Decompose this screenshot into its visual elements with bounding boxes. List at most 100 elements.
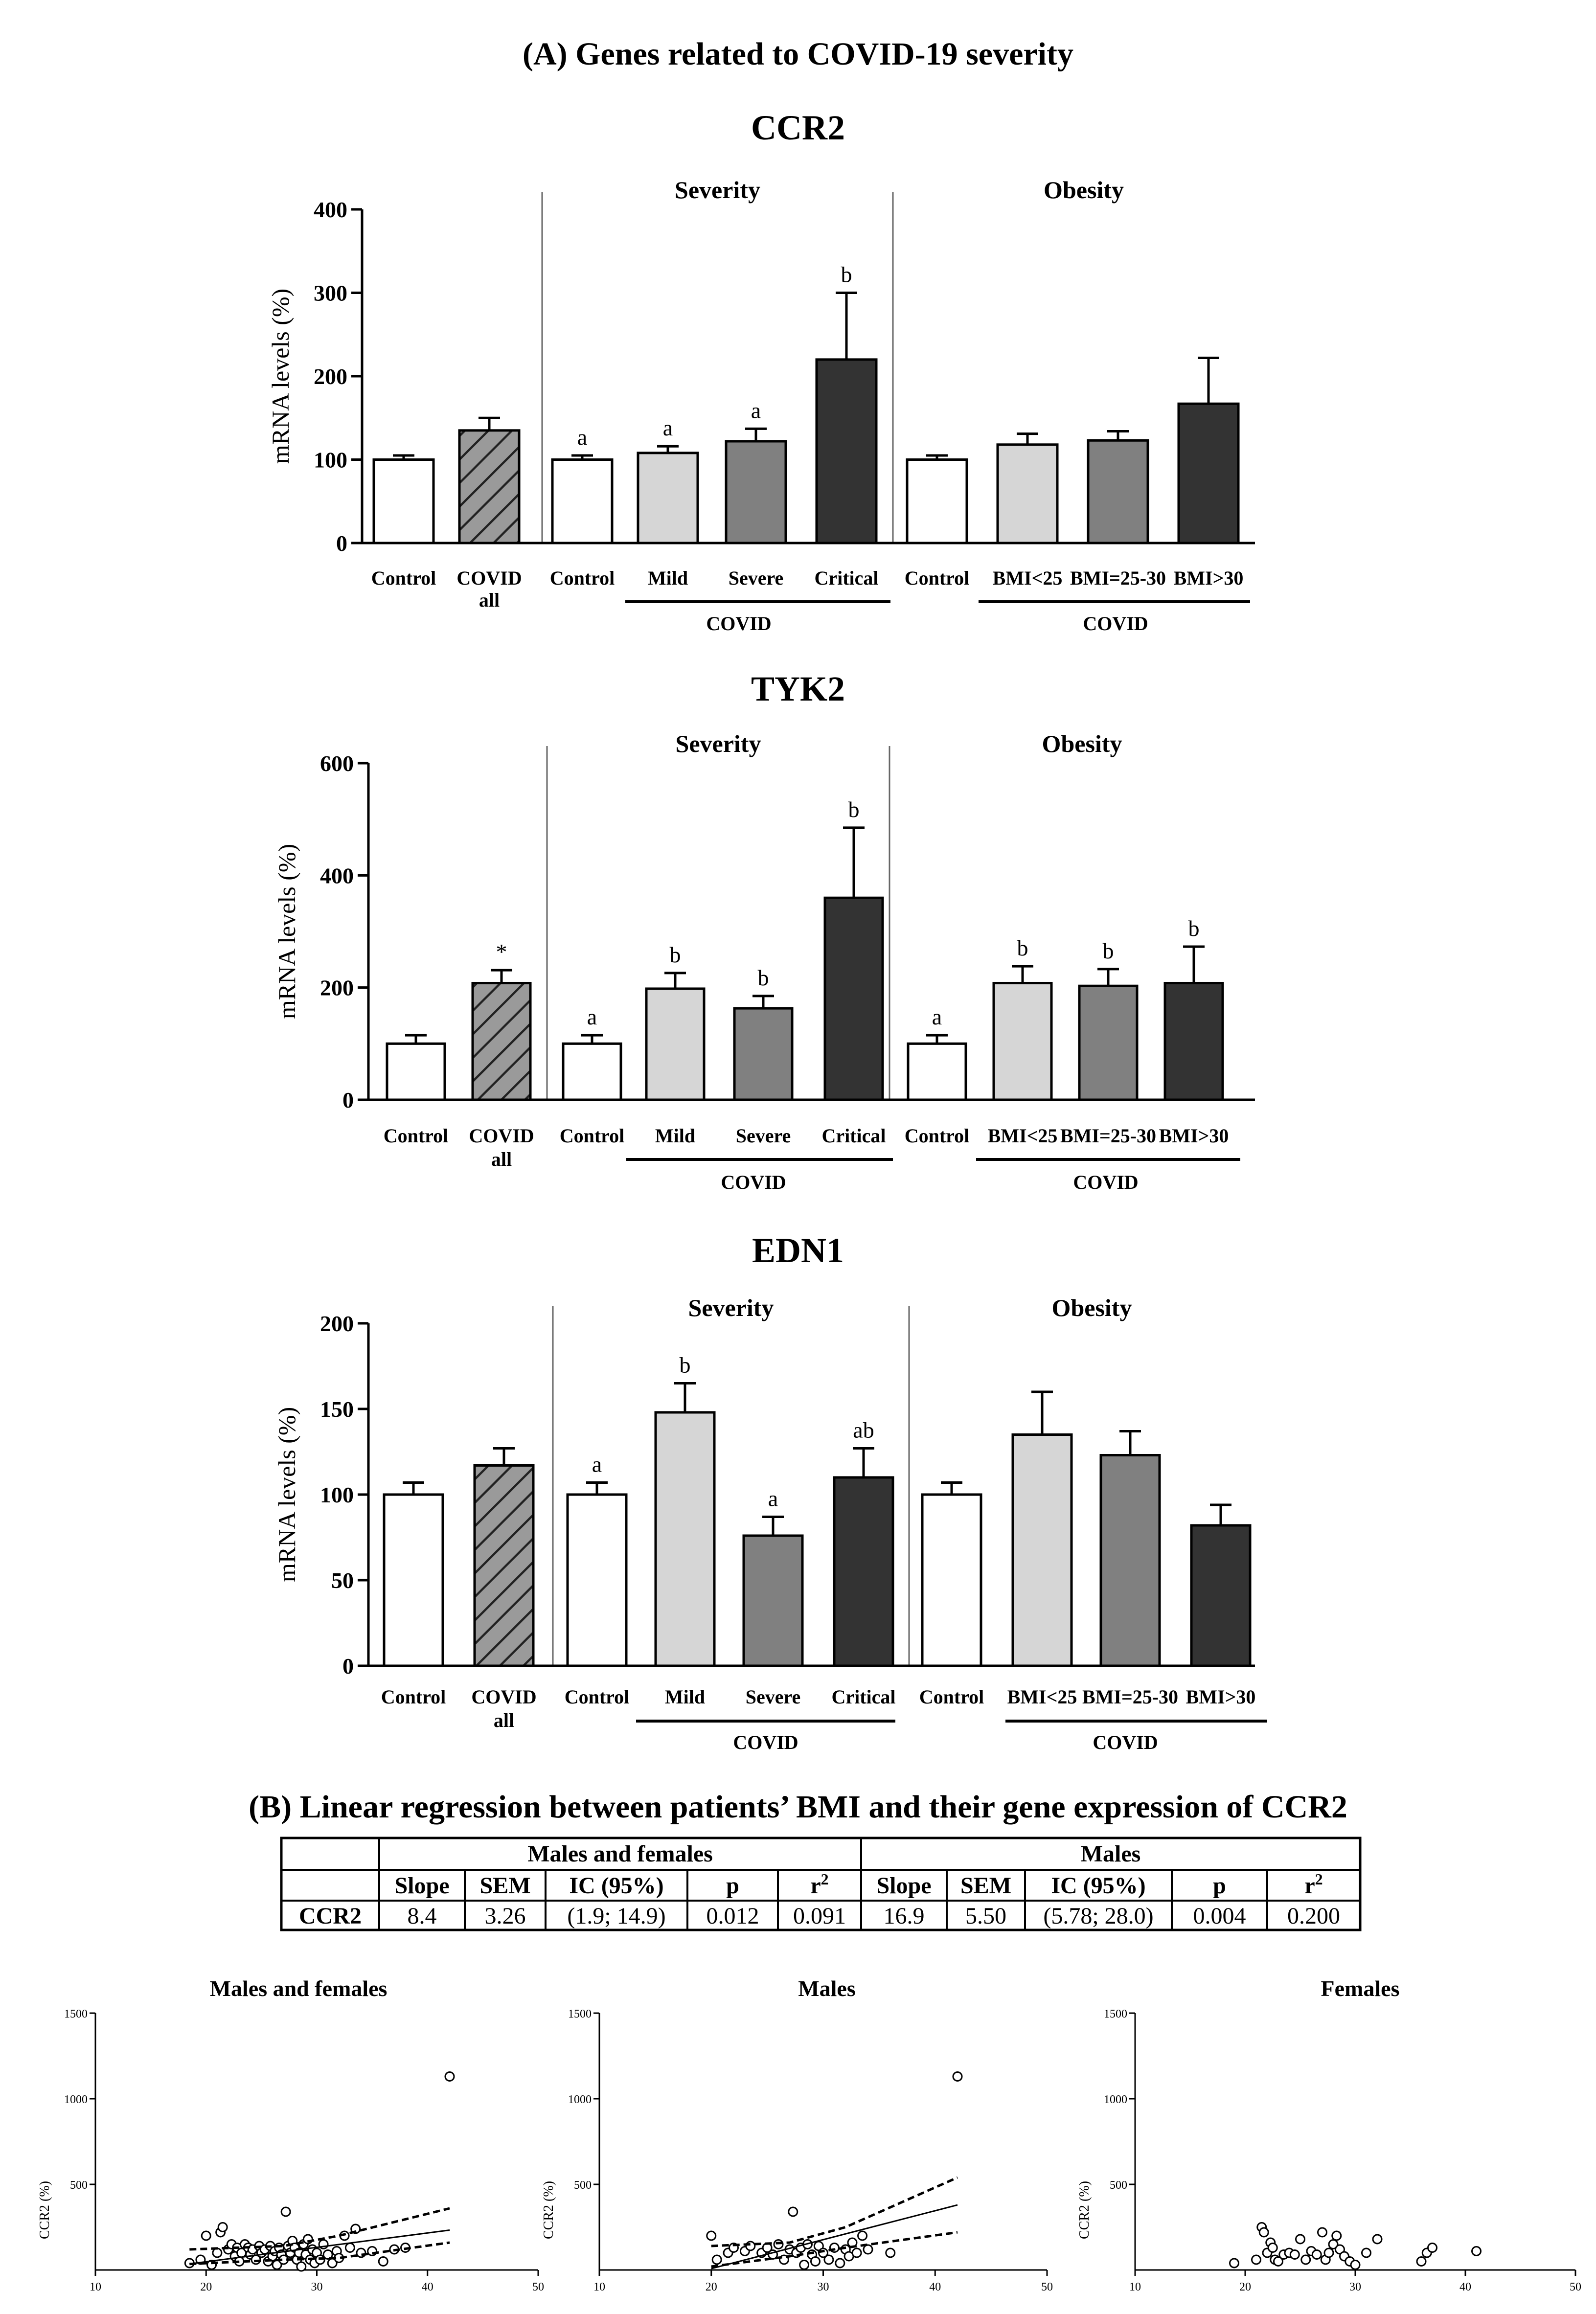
scatter-x-tick-label: 40 xyxy=(422,2281,433,2293)
data-point xyxy=(1328,2239,1339,2249)
category-label: Control xyxy=(905,1125,970,1147)
table-col-header-r: r xyxy=(810,1873,821,1899)
table-cell: 3.26 xyxy=(485,1903,526,1929)
table-cell: 0.012 xyxy=(707,1903,759,1929)
bar xyxy=(1163,981,1224,1101)
data-point xyxy=(1229,2258,1239,2269)
category-label: Severe xyxy=(736,1125,791,1147)
scatter-x-tick-label: 40 xyxy=(1459,2281,1471,2293)
category-label: BMI=25-30 xyxy=(1070,567,1166,589)
category-label: Control xyxy=(905,567,970,589)
category-label: Critical xyxy=(814,567,878,589)
category-label: BMI>30 xyxy=(1186,1686,1256,1708)
bar xyxy=(992,981,1053,1101)
scatter-y-tick-label: 1000 xyxy=(1104,2093,1127,2106)
category-label: Control xyxy=(565,1686,630,1708)
category-label: all xyxy=(494,1709,514,1731)
scatter-x-tick-label: 50 xyxy=(1570,2281,1581,2293)
data-point xyxy=(1350,2260,1361,2270)
category-label: COVID xyxy=(456,567,522,589)
bar xyxy=(1011,1433,1073,1667)
bar xyxy=(458,429,521,544)
category-label: Control xyxy=(560,1125,625,1147)
bar xyxy=(921,1493,982,1667)
scatter-males-and-females: Males and females 500 1000 1500 10 20 30 40 50 CC… xyxy=(37,1976,544,2293)
data-point xyxy=(706,2230,717,2241)
category-label: BMI=25-30 xyxy=(1060,1125,1156,1147)
y-axis-label: mRNA levels (%) xyxy=(273,1407,300,1582)
bar xyxy=(637,452,699,544)
bar xyxy=(551,458,614,544)
bar-chart-ccr2: CCR2 Severity Obesity 0 100 200 300 400 mRNA lev… xyxy=(267,108,1255,635)
bar-chart-tyk2: TYK2 Severity Obesity 0 200 400 600 mRNA levels… xyxy=(273,669,1255,1193)
data-point xyxy=(1295,2234,1305,2245)
y-axis-label: mRNA levels (%) xyxy=(267,289,294,464)
table-col-header-r: r xyxy=(1304,1873,1315,1899)
y-tick-label: 400 xyxy=(320,863,354,888)
table-group-header: Males xyxy=(1081,1841,1141,1867)
scatter-x-tick-label: 30 xyxy=(311,2281,323,2293)
section-label-severity: Severity xyxy=(676,730,761,757)
significance-letter: b xyxy=(1103,938,1114,963)
data-point xyxy=(344,2243,355,2253)
bar xyxy=(473,1464,535,1667)
bar xyxy=(372,458,435,544)
category-label: Control xyxy=(550,567,615,589)
data-point xyxy=(823,2254,834,2265)
significance-letter: b xyxy=(848,797,860,822)
category-label: Critical xyxy=(821,1125,886,1147)
category-label: BMI<25 xyxy=(993,567,1063,589)
title-a: (A) Genes related to COVID-19 severity xyxy=(523,36,1073,72)
scatter-y-tick-label: 1500 xyxy=(568,2008,592,2020)
table-cell: 0.004 xyxy=(1193,1903,1246,1929)
scatter-x-tick-label: 10 xyxy=(90,2281,101,2293)
table-col-header: Slope xyxy=(876,1873,931,1899)
group-label: COVID xyxy=(706,613,771,635)
table-cell: 0.091 xyxy=(793,1903,846,1929)
significance-letter: a xyxy=(932,1004,942,1029)
data-point xyxy=(863,2244,873,2255)
bar xyxy=(815,358,878,544)
table-col-header-sup: 2 xyxy=(1315,1870,1323,1888)
data-point xyxy=(1361,2247,1371,2258)
data-point xyxy=(788,2206,798,2217)
scatter-y-label: CCR2 (%) xyxy=(1077,2181,1092,2239)
scatter-y-tick-label: 500 xyxy=(574,2179,592,2192)
data-point xyxy=(212,2247,223,2258)
category-label: Mild xyxy=(648,567,688,589)
category-label: BMI>30 xyxy=(1159,1125,1229,1147)
scatter-x-tick-label: 20 xyxy=(1239,2281,1251,2293)
data-point xyxy=(367,2246,378,2256)
section-label-obesity: Obesity xyxy=(1042,730,1122,757)
table-border xyxy=(280,1837,1362,1931)
significance-letter: * xyxy=(496,939,507,964)
data-point xyxy=(1267,2243,1278,2253)
scatter-title: Females xyxy=(1321,1976,1400,2001)
data-point xyxy=(952,2071,963,2082)
y-tick-label: 0 xyxy=(342,1654,354,1679)
category-label: Critical xyxy=(831,1686,895,1708)
bar xyxy=(996,443,1059,544)
scatter-y-tick-label: 1500 xyxy=(64,2008,88,2020)
data-point xyxy=(356,2247,366,2258)
scatter-y-label: CCR2 (%) xyxy=(541,2181,556,2239)
category-label: all xyxy=(479,589,500,611)
table-row-label: CCR2 xyxy=(299,1903,362,1929)
scatter-title: Males xyxy=(798,1976,856,2001)
category-label: BMI=25-30 xyxy=(1082,1686,1178,1708)
y-tick-label: 600 xyxy=(320,751,354,776)
category-label: Mild xyxy=(665,1686,705,1708)
data-point xyxy=(378,2256,388,2267)
category-label: BMI<25 xyxy=(988,1125,1058,1147)
data-point xyxy=(280,2206,291,2217)
table-col-header: r2 xyxy=(1304,1870,1322,1899)
y-axis-label: mRNA levels (%) xyxy=(273,844,300,1019)
bar xyxy=(566,1493,628,1667)
bar xyxy=(833,1476,894,1667)
scatter-females: Females 500 1000 1500 10 20 30 40 50 CCR2 (%) xyxy=(1077,1976,1581,2293)
data-point xyxy=(1251,2254,1261,2265)
data-point xyxy=(296,2261,307,2272)
bar xyxy=(1087,439,1149,544)
bar xyxy=(1190,1524,1252,1667)
bar xyxy=(907,1042,967,1101)
